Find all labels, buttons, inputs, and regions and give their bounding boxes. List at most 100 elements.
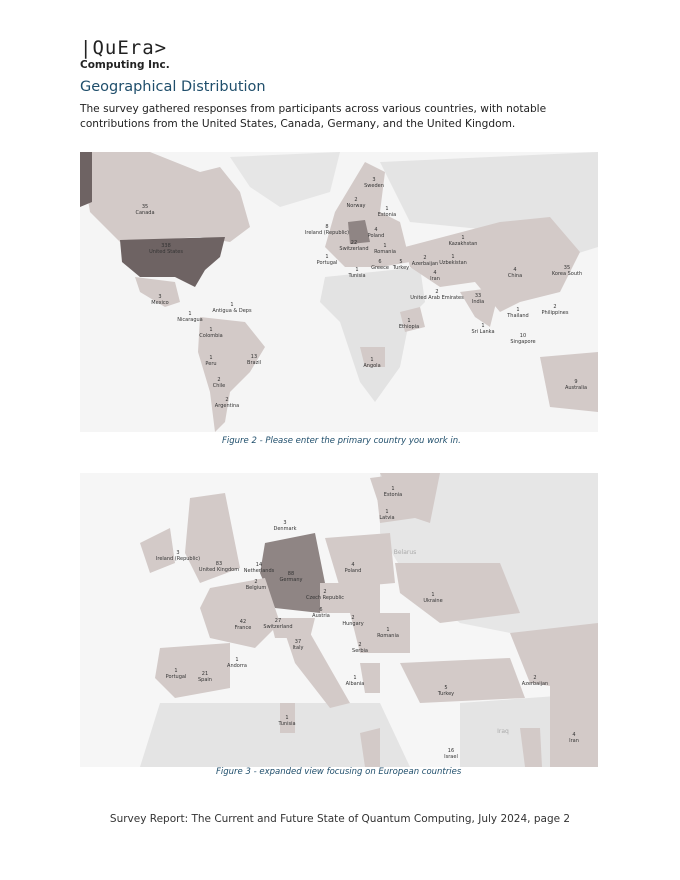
country-name: Antigua & Deps xyxy=(212,308,252,314)
figure-2-caption: Figure 2 - Please enter the primary coun… xyxy=(222,436,461,446)
country-count: 4 xyxy=(572,732,576,738)
country-name: Turkey xyxy=(392,265,410,271)
world-map: 35 Canada 338 United States 3 Mexico 1 Nicaragu… xyxy=(80,152,598,432)
country-count: 1 xyxy=(355,267,359,273)
country-label: 1 Albania xyxy=(346,675,365,687)
country-label: 1 Uzbekistan xyxy=(439,254,467,266)
country-label: 83 United Kingdom xyxy=(199,561,239,573)
country-label: 3 Mexico xyxy=(151,294,168,306)
country-count: 3 xyxy=(283,520,287,526)
country-count: 1 xyxy=(370,357,374,363)
country-name: Nicaragua xyxy=(177,317,203,323)
country-label: 6 Austria xyxy=(312,607,330,619)
country-label: 10 Singapore xyxy=(510,333,535,345)
country-count: 1 xyxy=(481,323,485,329)
country-name: Portugal xyxy=(165,674,187,680)
country-name: Kazakhstan xyxy=(448,241,478,247)
country-label: 35 Canada xyxy=(135,204,154,216)
country-count: 13 xyxy=(250,354,258,360)
country-name: Peru xyxy=(205,361,217,367)
country-count: 1 xyxy=(431,592,435,598)
country-name: Romania xyxy=(377,633,399,639)
country-label: 3 Sweden xyxy=(364,177,384,189)
country-label: 37 Italy xyxy=(293,639,304,651)
country-name: Brazil xyxy=(247,360,261,366)
country-label: 2 Argentina xyxy=(215,397,239,409)
country-name: Spain xyxy=(198,677,212,683)
country-name: Hungary xyxy=(342,621,364,627)
country-label: 22 Switzerland xyxy=(339,240,368,252)
country-name: Latvia xyxy=(379,515,395,521)
country-name: Azerbaijan xyxy=(411,261,439,267)
europe-map-shapes xyxy=(80,473,598,767)
country-name: Mexico xyxy=(151,300,169,306)
country-label: 338 United States xyxy=(149,243,183,255)
country-label: 16 Israel xyxy=(444,748,458,760)
country-count: 42 xyxy=(239,619,247,625)
country-count: 1 xyxy=(385,509,389,515)
country-label: 4 Poland xyxy=(345,562,362,574)
country-name: Philippines xyxy=(541,310,569,316)
country-name: Chile xyxy=(212,383,226,389)
country-count: 2 xyxy=(217,377,221,383)
country-count: 1 xyxy=(174,668,178,674)
country-name: Sweden xyxy=(364,183,384,189)
country-count: 10 xyxy=(519,333,527,339)
country-count: 16 xyxy=(447,748,455,754)
country-name: Argentina xyxy=(214,403,240,409)
country-label: 1 Romania xyxy=(377,627,399,639)
country-name: China xyxy=(507,273,523,279)
country-label: 2 United Arab Emirates xyxy=(410,289,464,301)
country-label: 14 Netherlands xyxy=(244,562,274,574)
country-name: United Kingdom xyxy=(198,567,240,573)
country-name: Ukraine xyxy=(423,598,443,604)
country-count: 3 xyxy=(158,294,162,300)
country-label: 2 Philippines xyxy=(542,304,569,316)
country-count: 5 xyxy=(444,685,448,691)
country-count: 1 xyxy=(386,627,390,633)
page-footer: Survey Report: The Current and Future St… xyxy=(109,813,571,825)
country-label: 2 Czech Republic xyxy=(306,589,344,601)
country-count: 2 xyxy=(435,289,439,295)
country-label: 2 Azerbaijan xyxy=(522,675,548,687)
country-label: 2 Serbia xyxy=(352,642,368,654)
country-label: 2 Chile xyxy=(213,377,226,389)
country-name: Switzerland xyxy=(263,624,293,630)
country-count: 2 xyxy=(323,589,327,595)
country-count: 4 xyxy=(513,267,517,273)
country-label: 1 Peru xyxy=(205,355,216,367)
country-name: Turkey xyxy=(437,691,455,697)
country-count: 3 xyxy=(176,550,180,556)
country-name: Israel xyxy=(444,754,458,760)
country-count: 1 xyxy=(285,715,289,721)
country-count: 14 xyxy=(255,562,263,568)
country-count: 4 xyxy=(374,227,378,233)
country-name: Ireland (Republic) xyxy=(304,230,350,236)
country-label: 2 Belgium xyxy=(246,579,267,591)
country-label: 35 Korea South xyxy=(552,265,582,277)
country-count: 1 xyxy=(209,355,213,361)
country-count: 3 xyxy=(372,177,376,183)
country-name: Netherlands xyxy=(243,568,275,574)
country-label: 1 Portugal xyxy=(166,668,187,680)
country-count: 338 xyxy=(161,243,171,249)
country-label: 27 Switzerland xyxy=(263,618,292,630)
logo-mark: |QuEra> xyxy=(80,37,168,59)
country-count: 1 xyxy=(353,675,357,681)
country-label: 13 Brazil xyxy=(247,354,261,366)
country-name: Austria xyxy=(312,613,330,619)
country-count: 22 xyxy=(350,240,358,246)
country-label: 1 Ukraine xyxy=(423,592,442,604)
country-label: 1 Latvia xyxy=(379,509,394,521)
country-label: 3 Denmark xyxy=(274,520,297,532)
country-name: Azerbaijan xyxy=(521,681,549,687)
country-label: 1 Sri Lanka xyxy=(471,323,494,335)
country-name: Poland xyxy=(344,568,362,574)
country-name: Greece xyxy=(371,265,389,271)
country-label: 1 Tunisia xyxy=(278,715,295,727)
country-label: 21 Spain xyxy=(198,671,212,683)
country-label: 1 Colombia xyxy=(199,327,223,339)
country-count: 2 xyxy=(358,642,362,648)
country-count: 83 xyxy=(215,561,223,567)
